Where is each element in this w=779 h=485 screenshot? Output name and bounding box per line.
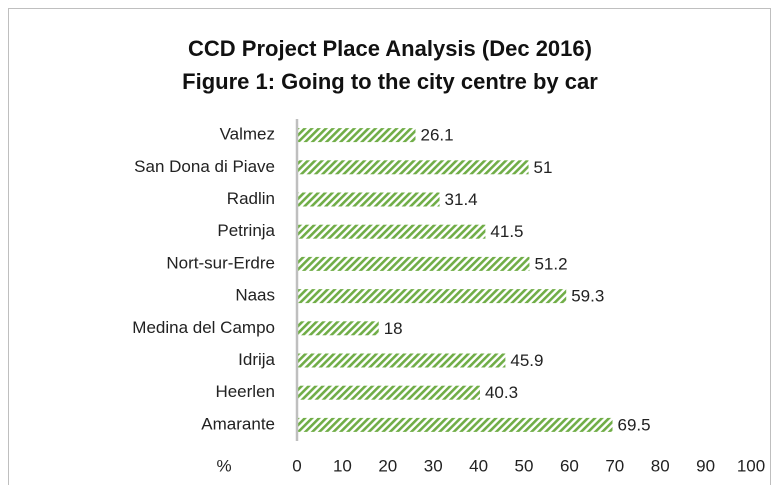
y-tick-label: Medina del Campo	[132, 318, 275, 337]
data-label: 31.4	[445, 190, 478, 209]
bar	[297, 321, 379, 336]
x-tick-label: 50	[515, 456, 534, 475]
bar	[297, 353, 506, 368]
y-tick-label: Heerlen	[215, 382, 275, 401]
chart-frame	[8, 8, 771, 485]
x-tick-label: 100	[737, 456, 765, 475]
chart-subtitle: Figure 1: Going to the city centre by ca…	[182, 69, 598, 94]
bar	[297, 256, 530, 271]
x-tick-label: 60	[560, 456, 579, 475]
x-tick-label: 0	[292, 456, 301, 475]
x-axis-label: %	[216, 456, 231, 475]
bar	[297, 417, 613, 432]
x-tick-label: 80	[651, 456, 670, 475]
y-tick-label: Valmez	[220, 125, 275, 144]
data-label: 51.2	[534, 254, 567, 273]
chart-title: CCD Project Place Analysis (Dec 2016)	[188, 36, 592, 61]
bar	[297, 128, 416, 143]
x-tick-label: 40	[469, 456, 488, 475]
y-tick-label: Amarante	[201, 414, 275, 433]
bar	[297, 192, 440, 207]
bar	[297, 160, 529, 175]
data-label: 40.3	[485, 383, 518, 402]
bar	[297, 289, 567, 304]
y-tick-label: San Dona di Piave	[134, 157, 275, 176]
x-tick-label: 70	[605, 456, 624, 475]
data-label: 45.9	[510, 351, 543, 370]
data-label: 41.5	[490, 222, 523, 241]
y-tick-label: Idrija	[238, 350, 275, 369]
x-tick-label: 90	[696, 456, 715, 475]
bar	[297, 224, 486, 239]
data-label: 59.3	[571, 287, 604, 306]
bar	[297, 385, 480, 400]
y-tick-label: Radlin	[227, 189, 275, 208]
data-label: 69.5	[618, 415, 651, 434]
x-tick-label: 20	[378, 456, 397, 475]
y-tick-label: Naas	[235, 286, 275, 305]
x-tick-label: 30	[424, 456, 443, 475]
y-tick-label: Petrinja	[217, 221, 275, 240]
data-label: 18	[384, 319, 403, 338]
y-tick-label: Nort-sur-Erdre	[166, 253, 275, 272]
data-label: 26.1	[420, 126, 453, 145]
x-tick-label: 10	[333, 456, 352, 475]
data-label: 51	[534, 158, 553, 177]
